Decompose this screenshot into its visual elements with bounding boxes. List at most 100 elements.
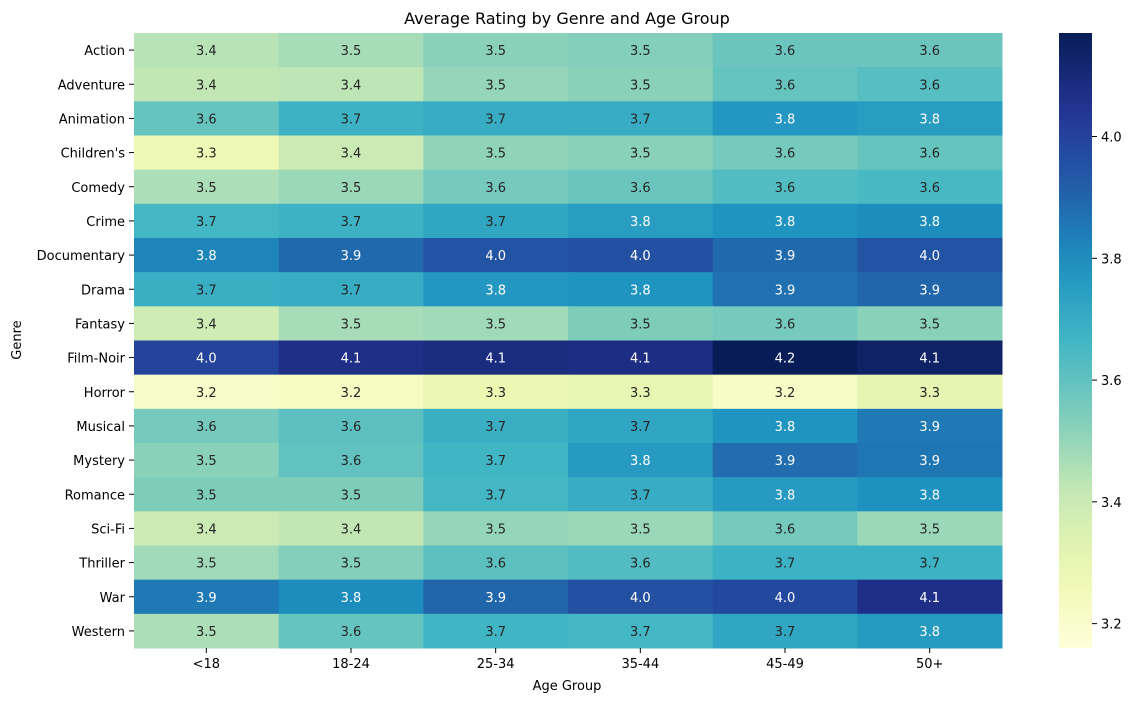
y-tick-label: Musical <box>76 420 125 435</box>
heatmap-cell <box>278 511 424 546</box>
x-tick-label: <18 <box>193 657 220 672</box>
heatmap-cell <box>134 238 280 273</box>
cell-annotation: 4.0 <box>630 249 651 264</box>
cell-annotation: 3.6 <box>919 44 940 59</box>
y-tick-label: Documentary <box>37 249 126 264</box>
heatmap-cell <box>857 306 1003 341</box>
heatmap-cell <box>712 203 858 239</box>
heatmap-cell <box>568 203 714 239</box>
cell-annotation: 3.8 <box>775 488 796 503</box>
cell-annotation: 3.7 <box>485 420 506 435</box>
cell-annotation: 3.5 <box>630 78 651 93</box>
cell-annotation: 3.8 <box>919 112 940 127</box>
heatmap-cell <box>278 443 424 478</box>
cell-annotation: 3.6 <box>775 181 796 196</box>
heatmap-cell <box>712 511 858 546</box>
heatmap-cell <box>857 135 1003 171</box>
heatmap-cell <box>134 374 280 410</box>
heatmap-cell <box>423 272 569 307</box>
chart-title: Average Rating by Genre and Age Group <box>404 9 730 28</box>
colorbar-tick-label: 3.6 <box>1101 374 1122 389</box>
cell-annotation: 3.8 <box>630 283 651 298</box>
heatmap-cell <box>134 272 280 307</box>
heatmap-cell <box>712 613 858 649</box>
heatmap-cell <box>423 340 569 376</box>
heatmap-cell <box>712 443 858 478</box>
heatmap-cell <box>857 613 1003 649</box>
cell-annotation: 3.8 <box>775 215 796 230</box>
cell-annotation: 3.5 <box>341 44 362 59</box>
heatmap-cell <box>568 33 714 68</box>
cell-annotation: 3.6 <box>485 181 506 196</box>
x-tick-label: 18-24 <box>332 657 370 672</box>
heatmap-cell <box>134 511 280 546</box>
heatmap-cell <box>423 374 569 410</box>
cell-annotation: 3.8 <box>196 249 217 264</box>
cell-annotation: 3.7 <box>630 488 651 503</box>
heatmap-cell <box>423 238 569 273</box>
colorbar-tick-label: 3.2 <box>1101 618 1122 633</box>
cell-annotation: 3.7 <box>775 625 796 640</box>
y-tick-label: Fantasy <box>75 317 125 332</box>
cell-annotation: 3.4 <box>341 522 362 537</box>
heatmap-cell <box>278 477 424 512</box>
cell-annotation: 4.1 <box>630 352 651 367</box>
heatmap-cells <box>134 33 1003 649</box>
cell-annotation: 3.7 <box>485 215 506 230</box>
cell-annotation: 3.5 <box>485 147 506 162</box>
cell-annotation: 3.5 <box>919 522 940 537</box>
heatmap-cell <box>857 477 1003 512</box>
heatmap-cell <box>423 67 569 102</box>
heatmap-cell <box>568 545 714 581</box>
cell-annotation: 3.7 <box>630 112 651 127</box>
cell-annotation: 4.1 <box>341 352 362 367</box>
heatmap-cell <box>134 477 280 512</box>
cell-annotation: 4.0 <box>196 352 217 367</box>
cell-annotation: 3.4 <box>196 522 217 537</box>
cell-annotation: 3.6 <box>630 557 651 572</box>
heatmap-cell <box>278 101 424 136</box>
heatmap-cell <box>278 579 424 615</box>
heatmap-cell <box>568 272 714 307</box>
heatmap-cell <box>423 408 569 444</box>
heatmap-cell <box>712 101 858 136</box>
heatmap-cell <box>423 33 569 68</box>
heatmap-cell <box>423 511 569 546</box>
heatmap-cell <box>423 579 569 615</box>
cell-annotation: 3.3 <box>485 386 506 401</box>
heatmap-cell <box>568 408 714 444</box>
cell-annotation: 3.5 <box>630 317 651 332</box>
cell-annotation: 3.8 <box>919 488 940 503</box>
heatmap-cell <box>423 101 569 136</box>
heatmap-cell <box>857 511 1003 546</box>
cell-annotation: 3.7 <box>630 625 651 640</box>
x-tick-label: 35-44 <box>621 657 659 672</box>
cell-annotations: 3.4 3.5 3.5 3.5 3.6 3.6 3.4 3.4 3.5 3.5 3.6 3.6 3.6 3… <box>196 44 940 640</box>
heatmap-cell <box>423 306 569 341</box>
heatmap-cell <box>568 169 714 205</box>
cell-annotation: 3.7 <box>341 283 362 298</box>
cell-annotation: 3.4 <box>196 78 217 93</box>
colorbar-ticks: 3.2 3.4 3.6 3.8 4.0 <box>1092 131 1122 633</box>
cell-annotation: 3.8 <box>485 283 506 298</box>
heatmap-cell <box>568 613 714 649</box>
heatmap-cell <box>712 477 858 512</box>
y-tick-label: Mystery <box>73 454 125 469</box>
heatmap-cell <box>423 477 569 512</box>
cell-annotation: 3.7 <box>485 112 506 127</box>
y-tick-label: Thriller <box>78 557 125 572</box>
heatmap-cell <box>134 408 280 444</box>
heatmap-cell <box>712 340 858 376</box>
heatmap-cell <box>857 203 1003 239</box>
cell-annotation: 3.7 <box>341 215 362 230</box>
cell-annotation: 3.2 <box>196 386 217 401</box>
x-tick-label: 25-34 <box>477 657 515 672</box>
heatmap-cell <box>857 101 1003 136</box>
cell-annotation: 4.2 <box>775 352 796 367</box>
cell-annotation: 4.0 <box>919 249 940 264</box>
heatmap-cell <box>134 306 280 341</box>
heatmap-cell <box>712 135 858 171</box>
cell-annotation: 3.7 <box>196 215 217 230</box>
heatmap-cell <box>857 272 1003 307</box>
heatmap-cell <box>278 169 424 205</box>
